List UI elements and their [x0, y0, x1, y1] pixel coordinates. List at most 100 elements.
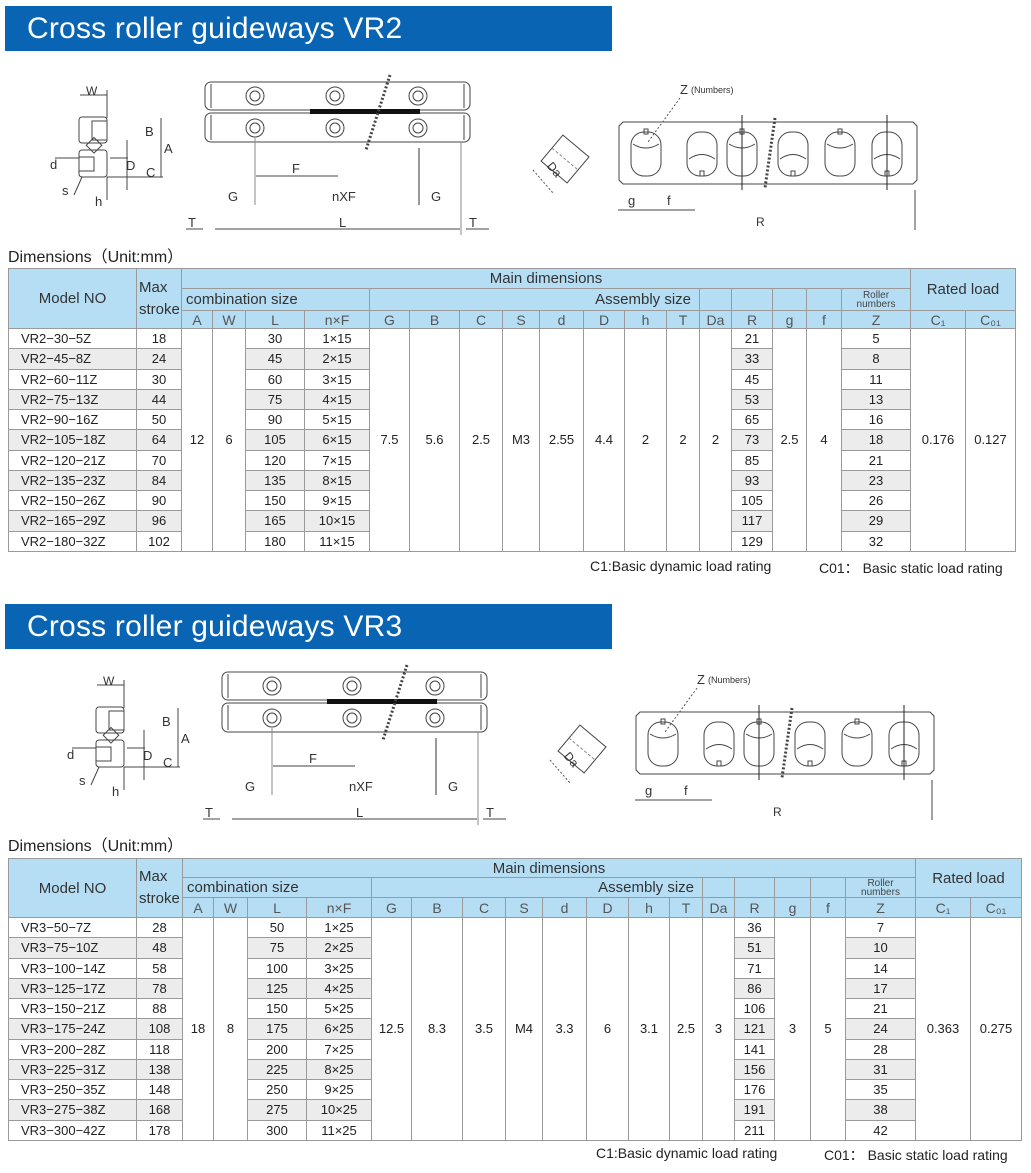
label-w: W [103, 674, 115, 688]
max-stroke-cell: 88 [136, 997, 183, 1020]
label-g-left: G [228, 189, 238, 204]
column-header: B [409, 310, 460, 329]
label-f-pitch: F [309, 751, 317, 766]
label-t-right: T [486, 805, 494, 820]
header-roller-numbers-line2: numbers [856, 298, 896, 310]
da-cell: 3 [702, 917, 735, 1141]
label-g-right: G [431, 189, 441, 204]
table-row: VR2−165−29Z 96 165 10×15 117 29 [8, 510, 1016, 532]
max-stroke-cell: 70 [136, 449, 182, 471]
s-cell: M3 [502, 328, 540, 552]
label-da: Da [544, 159, 565, 180]
z-cell: 17 [845, 977, 916, 1000]
z-cell: 10 [845, 937, 916, 959]
nxf-cell: 2×15 [304, 348, 370, 370]
r-cell: 176 [734, 1078, 775, 1101]
label-l: L [356, 805, 363, 820]
d-cell: 3.3 [542, 917, 587, 1141]
model-no-cell: VR3−225−31Z [8, 1058, 137, 1081]
z-cell: 31 [845, 1058, 916, 1081]
header-max-stroke-line2: stroke [139, 300, 180, 318]
table-row: VR2−180−32Z 102 180 11×15 129 32 [8, 530, 1016, 552]
f-cell: 5 [810, 917, 846, 1141]
max-stroke-cell: 84 [136, 469, 182, 492]
header-roller-numbers-line1: Roller [862, 289, 890, 301]
column-header: C₁ [915, 897, 971, 918]
model-no-cell: VR3−75−10Z [8, 937, 137, 959]
label-z-numbers: (Numbers) [708, 675, 751, 685]
max-stroke-cell: 168 [136, 1099, 183, 1121]
nxf-cell: 5×25 [306, 997, 372, 1020]
table-row: VR2−120−21Z 70 120 7×15 85 21 [8, 449, 1016, 471]
roller-detail-view: Da [549, 724, 607, 784]
label-g-left: G [245, 779, 255, 794]
column-header: d [542, 897, 587, 918]
header-max-stroke-line2: stroke [139, 890, 180, 907]
model-no-cell: VR3−300−42Z [8, 1119, 137, 1141]
r-cell: 86 [734, 977, 775, 1000]
nxf-cell: 8×25 [306, 1058, 372, 1081]
table-row: VR2−75−13Z 44 75 4×15 53 13 [8, 388, 1016, 411]
model-no-cell: VR2−30−5Z [8, 327, 137, 350]
model-no-cell: VR3−50−7Z [8, 916, 137, 939]
nxf-cell: 7×15 [304, 449, 370, 471]
l-cell: 150 [247, 997, 307, 1020]
r-cell: 21 [731, 327, 773, 350]
header-rated-load: Rated load [915, 858, 1022, 898]
g-cell: 7.5 [369, 328, 410, 552]
c-cell: 2.5 [459, 328, 503, 552]
column-header: D [583, 310, 625, 329]
vr3-dimension-table: Model NO Max stroke Main dimensions Rated lo… [8, 858, 1022, 1141]
z-cell: 26 [841, 489, 911, 512]
column-header: S [502, 310, 540, 329]
max-stroke-cell: 44 [136, 388, 182, 411]
h-cell: 2 [624, 328, 667, 552]
vr2-dimension-table: Model NO Max stroke Main dimensions Rated lo… [8, 268, 1016, 552]
nxf-cell: 1×15 [304, 327, 370, 350]
c01-cell: 0.275 [970, 917, 1022, 1141]
model-no-cell: VR3−150−21Z [8, 997, 137, 1020]
header-max-stroke: Max stroke [136, 268, 182, 329]
column-header: g [774, 897, 811, 918]
roller-retainer-view: Z (Numbers) g f R [635, 672, 935, 820]
column-header: Da [699, 310, 732, 329]
model-no-cell: VR2−120−21Z [8, 449, 137, 471]
d-cell: 2.55 [539, 328, 584, 552]
model-no-cell: VR3−275−38Z [8, 1099, 137, 1121]
label-t-right: T [469, 215, 477, 230]
column-header: C [459, 310, 503, 329]
model-no-cell: VR2−135−23Z [8, 469, 137, 492]
label-c: C [163, 755, 172, 770]
model-no-cell: VR2−60−11Z [8, 368, 137, 390]
header-assembly-size: Assembly size [371, 877, 703, 898]
column-header: C₀₁ [965, 310, 1016, 329]
c1-cell: 0.176 [910, 328, 966, 552]
nxf-cell: 9×15 [304, 489, 370, 512]
column-header: G [369, 310, 410, 329]
nxf-cell: 6×15 [304, 429, 370, 451]
label-t-left: T [188, 215, 196, 230]
column-header: f [806, 310, 842, 329]
header-roller-numbers: Roller numbers [845, 877, 916, 898]
dimensions-unit-label: Dimensions（Unit:mm） [8, 838, 184, 855]
label-c: C [146, 165, 155, 180]
label-d-lower: d [50, 157, 57, 172]
label-z-numbers: (Numbers) [691, 85, 734, 95]
max-stroke-cell: 18 [136, 327, 182, 350]
max-stroke-cell: 24 [136, 348, 182, 370]
l-cell: 125 [247, 977, 307, 1000]
table-row: VR2−105−18Z 64 105 6×15 73 18 [8, 429, 1016, 451]
header-model-no: Model NO [8, 858, 137, 918]
d-cell: 6 [586, 917, 629, 1141]
r-cell: 33 [731, 348, 773, 370]
model-no-cell: VR2−90−16Z [8, 408, 137, 431]
column-header: S [505, 897, 543, 918]
max-stroke-cell: 90 [136, 489, 182, 512]
z-cell: 23 [841, 469, 911, 492]
header-empty-cell [806, 288, 842, 311]
l-cell: 45 [245, 348, 305, 370]
l-cell: 105 [245, 429, 305, 451]
header-max-stroke-line1: Max [139, 868, 168, 885]
